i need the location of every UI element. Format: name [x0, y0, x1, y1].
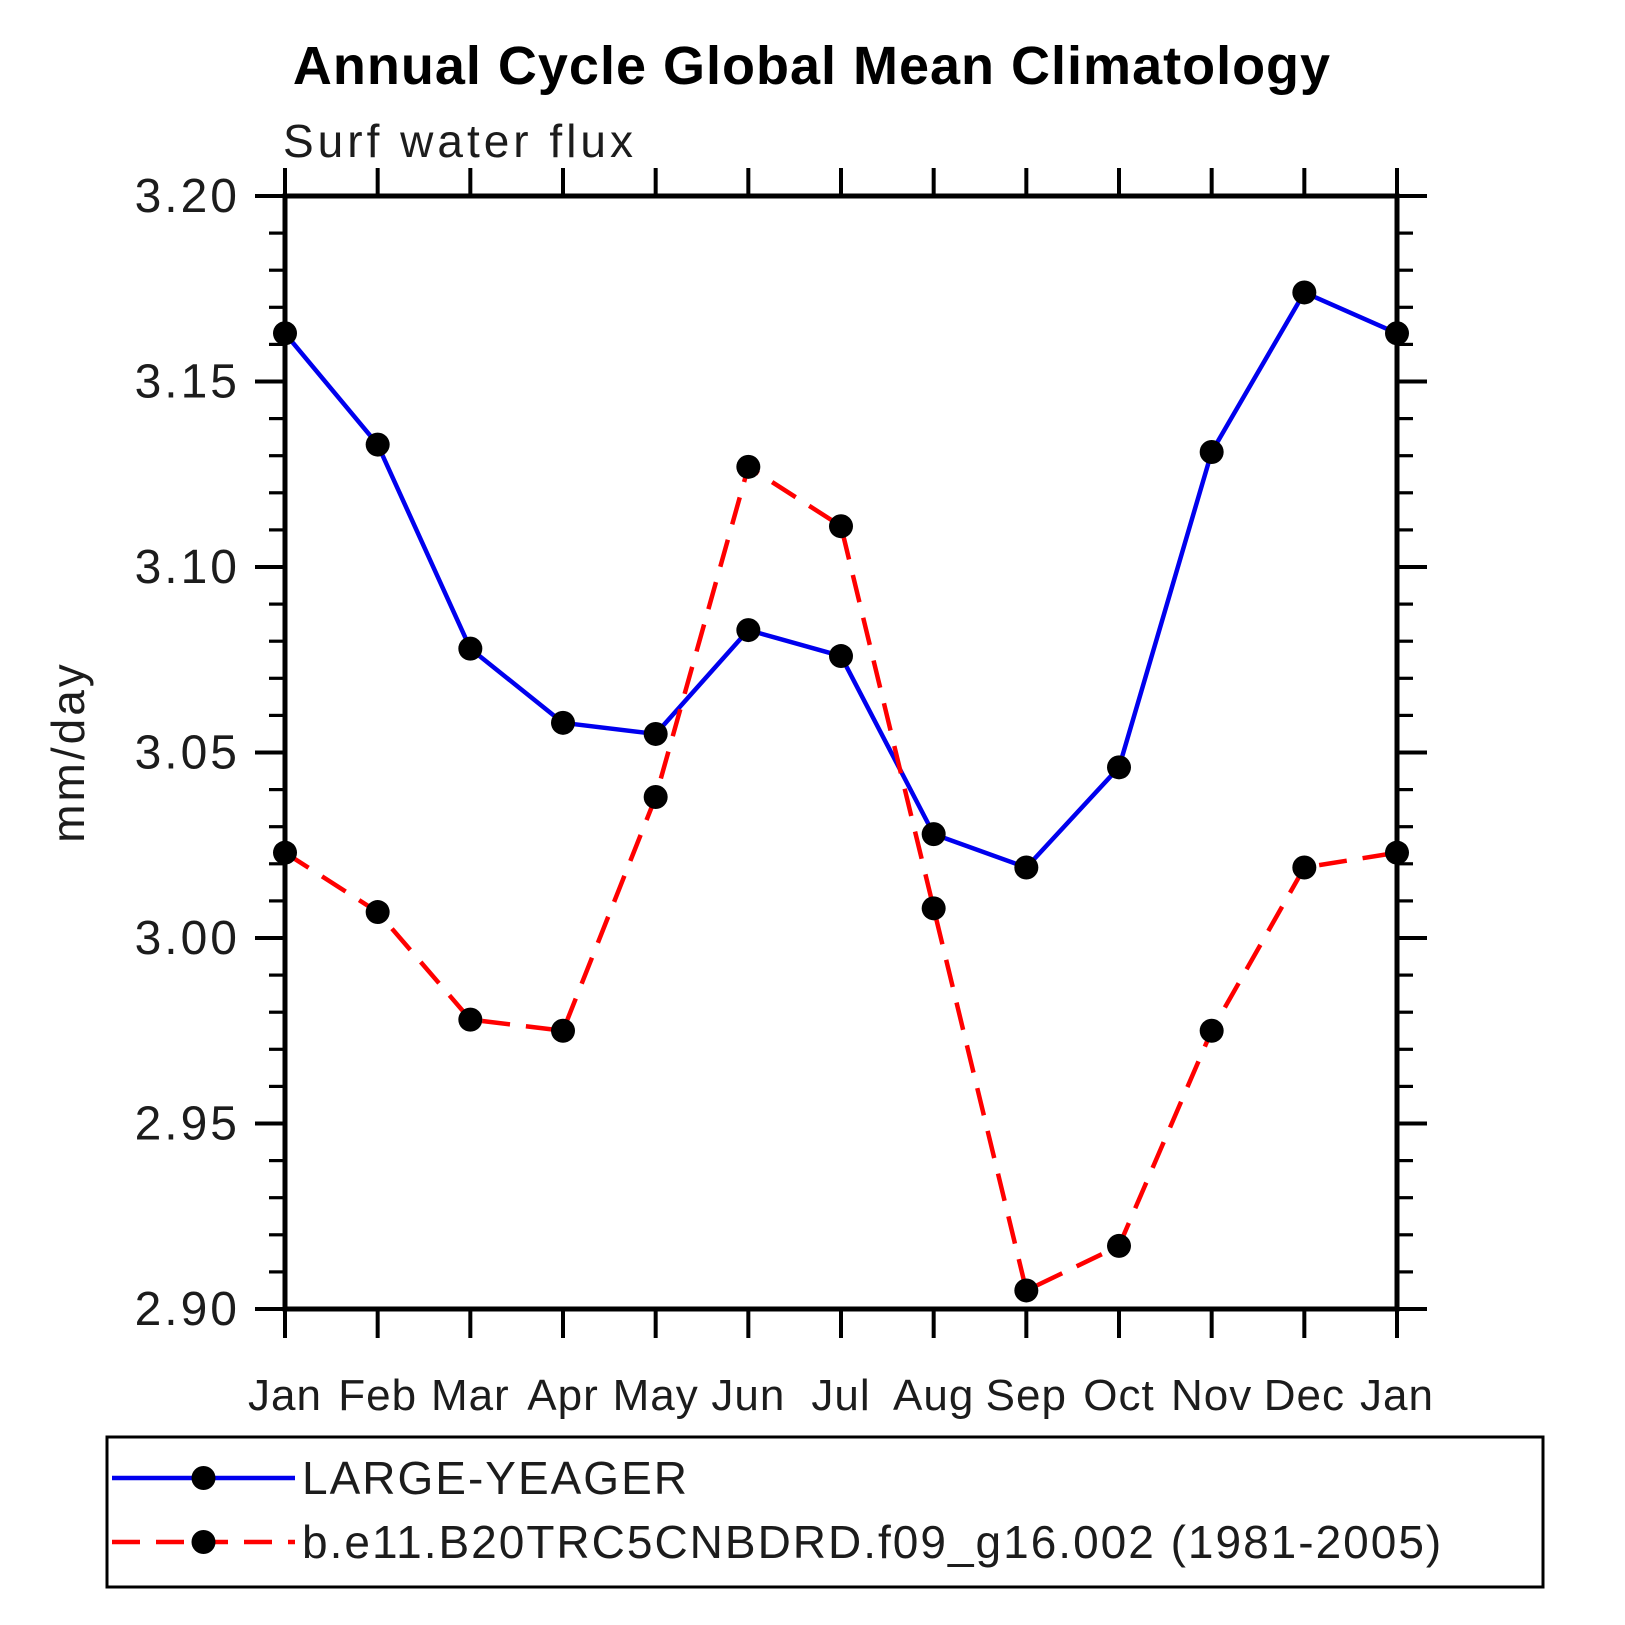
data-point-marker-s0 [1014, 855, 1039, 880]
legend-marker-0 [191, 1466, 216, 1490]
data-point-marker-s0 [551, 710, 575, 735]
data-point-marker-s0 [273, 321, 297, 346]
data-point-marker-s1 [921, 896, 946, 921]
plot-border [282, 193, 1400, 1312]
x-tick-label: Jan [248, 1371, 322, 1420]
y-tick-label: 3.00 [135, 912, 240, 965]
x-tick-label: Aug [893, 1371, 974, 1420]
y-axis-label: mm/day [42, 661, 94, 843]
y-tick-label: 3.15 [135, 356, 240, 409]
chart-subtitle: Surf water flux [283, 115, 637, 167]
data-point-marker-s0 [643, 721, 668, 746]
x-tick-label: Mar [431, 1371, 510, 1420]
x-tick-label: Feb [338, 1371, 417, 1420]
y-tick-label: 3.05 [135, 727, 240, 780]
data-point-marker-s1 [643, 785, 668, 810]
x-tick-label: Nov [1171, 1371, 1252, 1420]
legend-box [105, 1435, 1545, 1589]
data-point-marker-s1 [1014, 1278, 1039, 1303]
x-tick-label: Apr [527, 1371, 598, 1420]
data-point-marker-s1 [365, 900, 390, 925]
data-point-marker-s0 [1107, 755, 1131, 780]
data-point-marker-s1 [273, 840, 297, 865]
data-point-marker-s0 [365, 432, 390, 457]
data-point-marker-s0 [1199, 439, 1224, 464]
x-tick-label: Jul [811, 1371, 870, 1420]
x-tick-label: Sep [986, 1371, 1067, 1420]
series-line-0 [283, 290, 1398, 870]
legend-label-1: b.e11.B20TRC5CNBDRD.f09_g16.002 (1981-20… [302, 1516, 1443, 1568]
data-point-marker-s1 [1107, 1233, 1131, 1258]
data-point-marker-s0 [736, 618, 761, 643]
x-tick-label: Oct [1083, 1371, 1154, 1420]
y-tick-label: 2.90 [135, 1283, 240, 1336]
data-point-marker-s0 [921, 822, 946, 847]
x-tick-label: Dec [1264, 1371, 1345, 1420]
chart-title: Annual Cycle Global Mean Climatology [293, 36, 1331, 96]
legend-label-0: LARGE-YEAGER [302, 1452, 689, 1504]
data-point-marker-s1 [829, 514, 853, 539]
legend-marker-1 [191, 1530, 216, 1554]
series-line-1 [283, 464, 1398, 1293]
y-tick-label: 3.10 [135, 541, 240, 594]
x-tick-label: May [613, 1371, 699, 1420]
y-tick-label: 2.95 [135, 1098, 240, 1151]
data-point-marker-s1 [1292, 855, 1317, 880]
data-point-marker-s1 [1199, 1018, 1224, 1043]
data-point-marker-s0 [1385, 321, 1409, 346]
data-point-marker-s0 [829, 644, 853, 669]
x-tick-label: Jan [1360, 1371, 1434, 1420]
data-point-marker-s0 [458, 636, 483, 661]
data-point-marker-s1 [551, 1018, 575, 1043]
x-tick-label: Jun [711, 1371, 785, 1420]
data-point-marker-s1 [736, 454, 761, 479]
data-point-marker-s1 [1385, 840, 1409, 865]
data-point-marker-s1 [458, 1007, 483, 1032]
y-tick-label: 3.20 [135, 170, 240, 223]
data-point-marker-s0 [1292, 280, 1317, 305]
